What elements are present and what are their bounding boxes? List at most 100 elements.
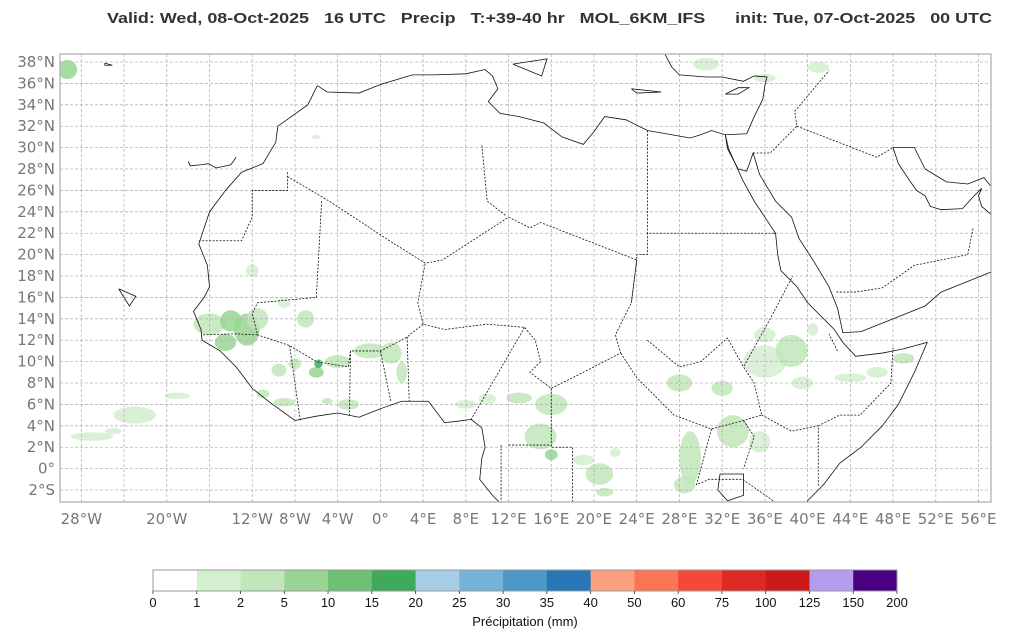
lon-label: 36°E	[747, 510, 783, 528]
precip-cell	[271, 363, 287, 377]
colorbar-bin	[328, 570, 373, 591]
lon-label: 48°E	[875, 510, 911, 528]
coastline	[512, 58, 548, 77]
colorbar: 0 1 2 5 10 15 20 25 30 35 40 50 60 75 100 125 150 200 Pré…	[149, 569, 908, 629]
precip-cell	[337, 399, 360, 410]
colorbar-label: Précipitation (mm)	[472, 614, 577, 629]
colorbar-tick-label: 15	[365, 595, 379, 610]
precip-cell	[610, 448, 621, 457]
precip-cell	[834, 373, 867, 382]
country-border	[198, 172, 288, 242]
colorbar-tick-label: 20	[408, 595, 422, 610]
lon-label: 4°E	[410, 510, 437, 528]
colorbar-bin	[809, 570, 854, 591]
coastline	[725, 87, 751, 95]
lat-label: 34°N	[17, 96, 55, 114]
precip-cell	[585, 463, 614, 485]
lat-label: 2°S	[28, 481, 55, 499]
lon-label: 40°E	[790, 510, 826, 528]
country-borders	[198, 70, 974, 502]
precip-cell	[321, 398, 333, 405]
lat-label: 32°N	[17, 117, 55, 135]
country-border	[695, 428, 776, 502]
lat-label: 38°N	[17, 53, 55, 71]
precip-cell	[711, 380, 733, 396]
colorbar-bin	[721, 570, 767, 591]
country-border	[828, 333, 838, 352]
coastline	[727, 148, 991, 334]
lat-label: 20°N	[17, 246, 55, 264]
colorbar-tick-label: 5	[281, 595, 288, 610]
country-border	[753, 70, 830, 154]
lat-label: 28°N	[17, 160, 55, 178]
precip-cell	[807, 62, 829, 73]
precip-cell	[866, 366, 888, 378]
lon-label: 56°E	[960, 510, 996, 528]
lat-label: 18°N	[17, 267, 55, 285]
precip-cell	[674, 476, 696, 494]
map-panel: 38°N 36°N 34°N 32°N 30°N 28°N 26°N 24°N 22°N 20°N…	[17, 53, 996, 528]
country-border	[647, 337, 744, 368]
country-border	[349, 350, 351, 416]
coastline	[664, 54, 768, 149]
colorbar-tick-label: 60	[671, 595, 685, 610]
latitude-labels: 38°N 36°N 34°N 32°N 30°N 28°N 26°N 24°N 22°N 20°N…	[17, 53, 55, 499]
colorbar-bin	[153, 570, 198, 591]
precip-cell	[277, 297, 291, 309]
lon-label: 8°W	[279, 510, 311, 528]
precip-cell	[572, 454, 594, 466]
colorbar-tick-label: 35	[540, 595, 554, 610]
lat-label: 8°N	[27, 374, 55, 392]
country-border	[743, 420, 755, 469]
lon-label: 20°W	[146, 510, 188, 528]
precip-cell	[104, 427, 122, 435]
precip-cell	[396, 361, 408, 384]
lon-label: 20°E	[576, 510, 612, 528]
precipitation-layer	[60, 57, 915, 497]
lon-label: 4°W	[322, 510, 354, 528]
figure-title: Valid: Wed, 08-Oct-2025 16 UTC Precip T:…	[107, 10, 992, 27]
lat-label: 36°N	[17, 74, 55, 92]
coastlines	[104, 54, 991, 502]
precip-cell	[693, 57, 719, 71]
precip-cell	[807, 323, 819, 336]
colorbar-bin	[196, 570, 242, 591]
precip-cell	[312, 134, 321, 140]
colorbar-tick-label: 2	[237, 595, 244, 610]
coastline	[118, 288, 137, 307]
lon-label: 28°W	[61, 510, 103, 528]
colorbar-tick-label: 75	[715, 595, 729, 610]
country-border	[761, 414, 819, 487]
precip-cell	[214, 333, 237, 351]
lat-label: 22°N	[17, 224, 55, 242]
country-border	[470, 327, 525, 420]
colorbar-bin	[371, 570, 417, 591]
precip-cell	[679, 431, 701, 485]
country-border	[287, 176, 774, 264]
colorbar-frame	[152, 569, 898, 592]
precip-cell	[70, 432, 114, 441]
colorbar-tick-label: 10	[321, 595, 335, 610]
colorbar-bin	[240, 570, 285, 591]
lat-label: 0°	[38, 460, 55, 478]
lat-label: 24°N	[17, 203, 55, 221]
precip-cell	[273, 398, 295, 407]
colorbar-bin	[590, 570, 635, 591]
lon-label: 32°E	[704, 510, 740, 528]
precip-cell	[478, 393, 496, 405]
lon-label: 12°W	[232, 510, 274, 528]
colorbar-tick-label: 1	[193, 595, 200, 610]
precip-cell	[308, 366, 324, 378]
coastline	[187, 157, 237, 169]
precip-cell	[256, 389, 270, 399]
country-border	[202, 333, 258, 336]
colorbar-tick-label: 100	[755, 595, 777, 610]
lon-label: 24°E	[619, 510, 655, 528]
colorbar-bin	[546, 570, 592, 591]
colorbar-tick-label: 150	[842, 595, 864, 610]
country-border	[380, 350, 392, 403]
lat-label: 30°N	[17, 139, 55, 157]
lon-label: 44°E	[832, 510, 868, 528]
lat-label: 12°N	[17, 331, 55, 349]
lon-label: 16°E	[533, 510, 569, 528]
